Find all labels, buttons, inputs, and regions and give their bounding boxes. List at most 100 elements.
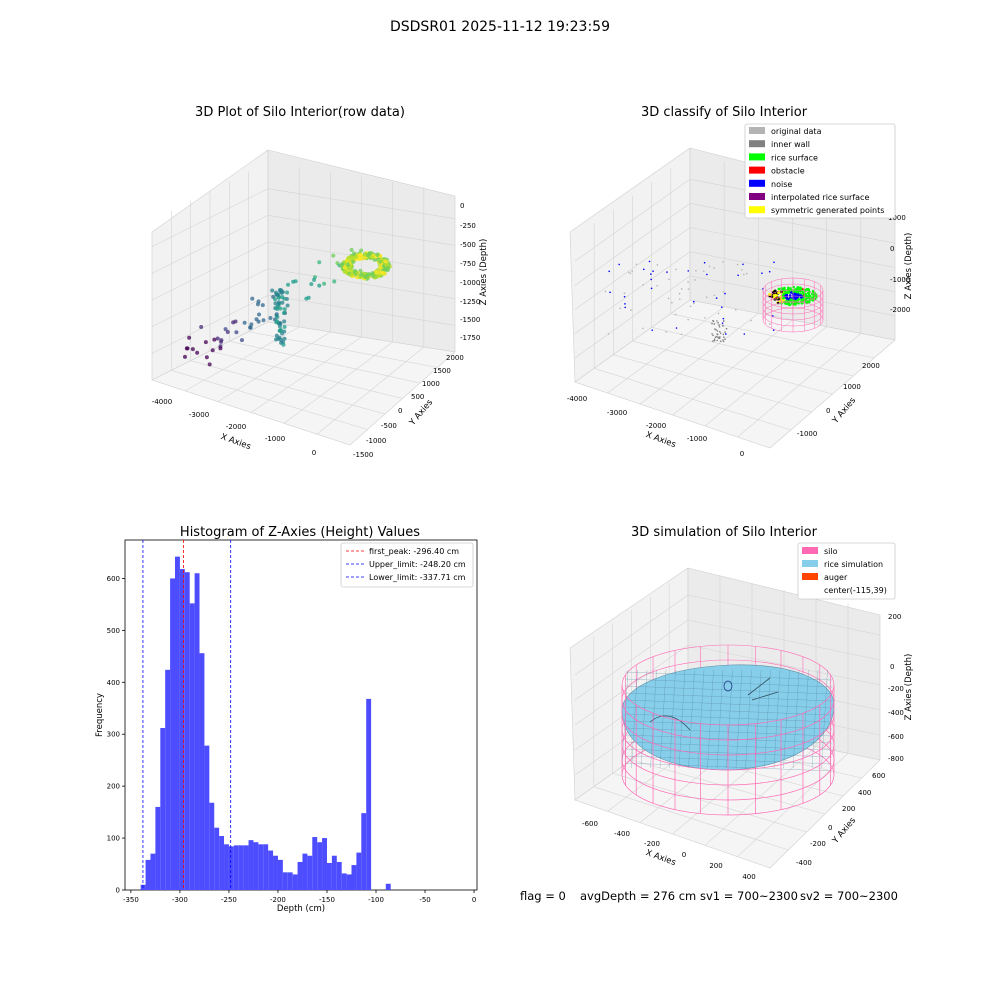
scatter-point	[282, 319, 287, 324]
histogram-bar	[277, 859, 283, 890]
scatter-point	[722, 333, 725, 336]
p4-ytick: -400	[796, 859, 812, 867]
p4-xtick: 200	[709, 862, 722, 870]
scatter-point	[282, 296, 287, 301]
scatter-point	[286, 282, 291, 287]
scatter-point	[282, 336, 287, 341]
panel2-xlabel: X Axies	[644, 430, 677, 450]
scatter-point	[223, 327, 228, 332]
scatter-point	[312, 277, 317, 282]
scatter-point	[716, 339, 718, 342]
legend-swatch	[749, 166, 765, 174]
p4-ytick: 400	[858, 789, 871, 797]
scatter-point	[799, 287, 802, 291]
scatter-point	[385, 265, 391, 270]
panel-simulation-3d: 3D simulation of Silo Interior -600 -400…	[569, 525, 914, 881]
scatter-point	[322, 281, 327, 286]
legend-label: obstacle	[771, 167, 805, 176]
scatter-point	[212, 337, 217, 342]
scatter-point	[719, 340, 722, 342]
scatter-point	[203, 340, 208, 345]
p2-xtick: 0	[740, 450, 744, 458]
panel2-title: 3D classify of Silo Interior	[641, 105, 808, 120]
histogram-x-tick-label: -300	[172, 896, 188, 904]
histogram-bar	[199, 653, 205, 890]
surface-mesh-line	[697, 669, 705, 769]
scatter-point	[352, 268, 358, 274]
scatter-point	[714, 328, 716, 330]
surface-mesh-line	[678, 669, 686, 769]
surface-mesh-line	[624, 699, 833, 709]
p4-ytick: 600	[872, 772, 885, 780]
histogram-bar	[268, 850, 274, 890]
p4-ztick: -600	[888, 733, 904, 741]
p2-ytick: 2000	[862, 362, 880, 370]
scatter-point	[715, 335, 718, 338]
scatter-point	[207, 362, 212, 367]
scatter-point	[782, 296, 785, 300]
surface-mesh-line	[640, 669, 648, 769]
surface-mesh-line	[688, 669, 695, 769]
scatter-point	[642, 268, 645, 271]
scatter-point	[715, 297, 718, 299]
scatter-point	[742, 273, 745, 276]
scatter-point	[675, 268, 677, 271]
histogram-bar	[346, 874, 352, 890]
p4-ztick: -400	[888, 709, 904, 717]
scatter-point	[674, 313, 677, 316]
scatter-point	[650, 273, 652, 275]
scatter-point	[750, 319, 752, 322]
panel1-y-ticks: -1500 -1000 -500 0 500 1000 1500 2000	[353, 354, 464, 459]
scatter-point	[331, 253, 336, 258]
scatter-point	[630, 309, 632, 312]
histogram-bar	[361, 813, 367, 890]
scatter-point	[255, 302, 260, 307]
histogram-bar	[317, 842, 323, 890]
surface-mesh-line	[624, 734, 833, 744]
p1-ytick: -1500	[353, 451, 373, 459]
scatter-point	[713, 294, 716, 297]
scatter-point	[713, 338, 716, 340]
scatter-point	[680, 333, 683, 336]
scatter-point	[256, 319, 261, 324]
scatter-point	[624, 303, 626, 305]
p4-ytick: 200	[842, 805, 855, 813]
scatter-point	[811, 289, 815, 293]
surface-mesh-line	[792, 669, 800, 769]
scatter-point	[250, 296, 255, 301]
histogram-bar	[189, 603, 195, 890]
scatter-point	[364, 273, 369, 279]
scatter-point	[656, 264, 659, 266]
panel4-z-ticks: 200 0 -200 -400 -600 -800	[888, 613, 904, 763]
scatter-point	[689, 305, 692, 308]
scatter-point	[261, 318, 266, 323]
scatter-point	[711, 333, 713, 335]
scatter-point	[618, 263, 620, 266]
histogram-bar	[248, 840, 254, 890]
surface-mesh-line	[624, 727, 833, 737]
scatter-point	[371, 274, 376, 279]
scatter-point	[679, 298, 681, 300]
p1-xtick: 0	[312, 449, 316, 457]
p1-ytick: -1000	[366, 437, 386, 445]
panel-raw-3d: 3D Plot of Silo Interior(row data) -4000…	[151, 105, 489, 459]
legend-swatch	[749, 153, 765, 161]
scatter-point	[359, 272, 364, 277]
histogram-bar	[312, 837, 318, 890]
scatter-point	[687, 270, 690, 272]
histogram-bar	[253, 842, 259, 890]
p1-xtick: -4000	[152, 398, 172, 406]
scatter-point	[190, 347, 195, 352]
scatter-point	[642, 327, 644, 330]
scatter-point	[768, 270, 771, 273]
histogram-x-tick-label: -350	[123, 896, 139, 904]
legend-label: inner wall	[771, 140, 810, 149]
histogram-bar	[175, 556, 180, 890]
p4-ztick: -800	[888, 755, 904, 763]
panel4-zlabel: Z Axies (Depth)	[904, 654, 914, 721]
histogram-bar	[331, 855, 337, 890]
legend-swatch	[802, 560, 818, 567]
surface-mesh-line	[716, 669, 724, 769]
surface-mesh-line	[811, 669, 819, 769]
surface-mesh-line	[707, 669, 714, 769]
